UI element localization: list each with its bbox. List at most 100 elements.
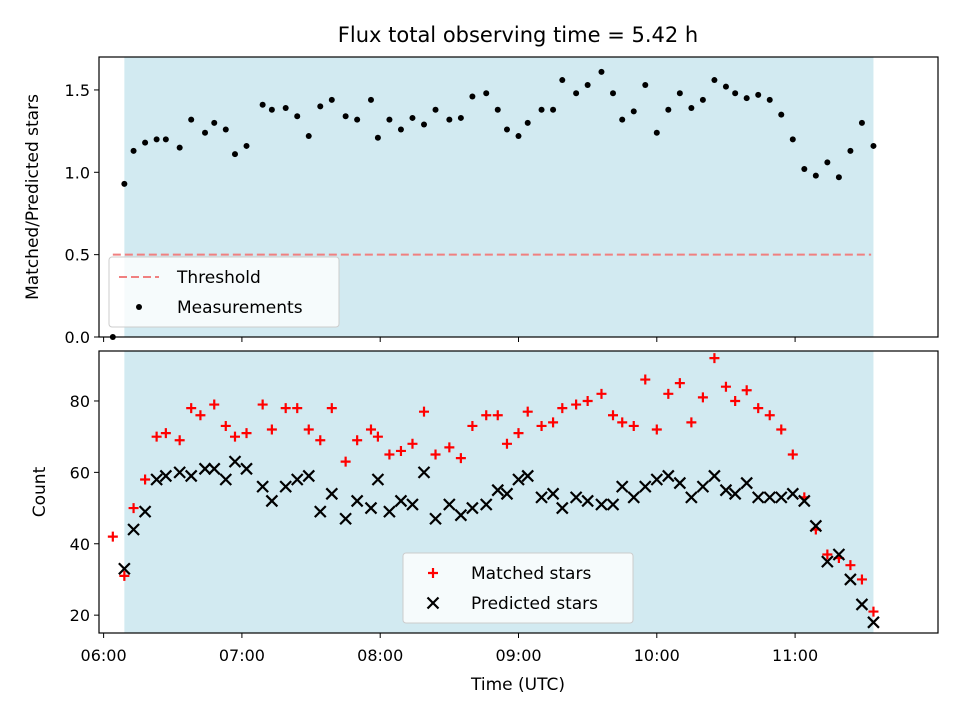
chart-title: Flux total observing time = 5.42 h xyxy=(338,23,698,47)
data-point xyxy=(556,501,569,515)
data-point xyxy=(665,106,672,113)
legend-label: Predicted stars xyxy=(471,594,598,614)
data-point xyxy=(209,399,220,410)
data-point xyxy=(711,77,718,84)
data-point xyxy=(673,476,687,490)
data-point xyxy=(467,420,478,431)
data-point xyxy=(494,106,501,113)
data-point xyxy=(395,445,406,456)
data-point xyxy=(548,417,559,428)
data-point xyxy=(384,449,395,460)
x-tick-label: 11:00 xyxy=(772,646,818,665)
data-point xyxy=(524,119,531,126)
data-point xyxy=(372,431,383,442)
y-tick-label: 0.0 xyxy=(65,328,90,347)
data-point xyxy=(243,142,250,149)
data-point xyxy=(432,106,439,113)
data-point xyxy=(732,90,739,97)
data-point xyxy=(855,598,869,611)
legend-entry: Predicted stars xyxy=(426,594,598,614)
data-point xyxy=(228,455,242,468)
data-point xyxy=(640,374,651,385)
data-point xyxy=(786,487,800,501)
data-point xyxy=(595,498,608,511)
data-point xyxy=(256,480,269,493)
data-point xyxy=(151,431,162,442)
data-point xyxy=(753,403,764,414)
data-point xyxy=(294,113,301,120)
panel-ratio: 0.0 0.5 1.0 1.5 Threshold Measurements xyxy=(65,56,939,347)
data-point xyxy=(557,403,568,414)
data-point xyxy=(325,487,339,501)
data-point xyxy=(328,96,335,103)
data-point xyxy=(598,68,605,75)
data-point xyxy=(174,435,185,446)
data-point xyxy=(305,133,312,140)
data-point xyxy=(302,469,316,483)
data-point xyxy=(420,121,427,128)
data-point xyxy=(259,101,266,108)
data-point xyxy=(809,519,823,533)
data-point xyxy=(159,469,173,483)
data-point xyxy=(173,466,186,479)
data-point xyxy=(708,469,721,483)
data-point xyxy=(628,420,639,431)
legend-entry: Measurements xyxy=(136,298,303,318)
data-point xyxy=(617,417,628,428)
data-point xyxy=(138,505,152,518)
data-point xyxy=(766,96,773,103)
data-point xyxy=(231,151,238,158)
data-point xyxy=(763,491,777,504)
data-point xyxy=(501,438,512,449)
data-point xyxy=(303,424,314,435)
data-point xyxy=(142,139,149,146)
data-point xyxy=(340,456,351,467)
y-tick-label: 1.0 xyxy=(65,163,90,182)
data-point xyxy=(354,116,361,123)
data-point xyxy=(186,403,197,414)
data-point xyxy=(801,166,808,172)
data-point xyxy=(339,512,352,526)
legend-label: Measurements xyxy=(177,298,303,318)
legend: Matched stars Predicted stars xyxy=(402,552,634,624)
data-point xyxy=(371,473,385,486)
data-point xyxy=(513,428,524,439)
legend-marker xyxy=(428,568,438,578)
data-point xyxy=(535,491,548,504)
data-point xyxy=(282,105,289,112)
y-tick-label: 1.5 xyxy=(65,81,90,100)
data-point xyxy=(365,424,376,435)
data-point xyxy=(220,420,231,431)
data-point xyxy=(676,90,683,97)
data-point xyxy=(546,487,560,501)
data-point xyxy=(198,462,212,476)
data-point xyxy=(868,606,879,617)
x-tick-label: 09:00 xyxy=(495,646,541,665)
data-point xyxy=(571,399,582,410)
data-point xyxy=(326,403,337,414)
x-tick-label: 06:00 xyxy=(81,646,127,665)
data-point xyxy=(342,113,349,120)
data-point xyxy=(229,431,240,442)
bottom-panel-xlabel: Time (UTC) xyxy=(470,675,565,695)
data-point xyxy=(608,410,619,421)
data-point xyxy=(483,90,490,97)
y-tick-label: 0.5 xyxy=(65,246,90,265)
data-point xyxy=(503,126,510,133)
data-point xyxy=(856,574,867,585)
data-point xyxy=(741,385,752,396)
data-point xyxy=(709,353,720,364)
data-point xyxy=(317,103,324,110)
data-point xyxy=(674,378,685,389)
data-point xyxy=(207,462,221,476)
data-point xyxy=(627,491,641,504)
data-point xyxy=(222,126,229,133)
data-point xyxy=(406,498,419,511)
data-point xyxy=(481,410,492,421)
data-point xyxy=(457,114,464,121)
data-point xyxy=(409,114,416,121)
data-point xyxy=(774,491,788,504)
data-point xyxy=(653,129,660,136)
data-point xyxy=(430,449,441,460)
data-point xyxy=(118,562,131,576)
